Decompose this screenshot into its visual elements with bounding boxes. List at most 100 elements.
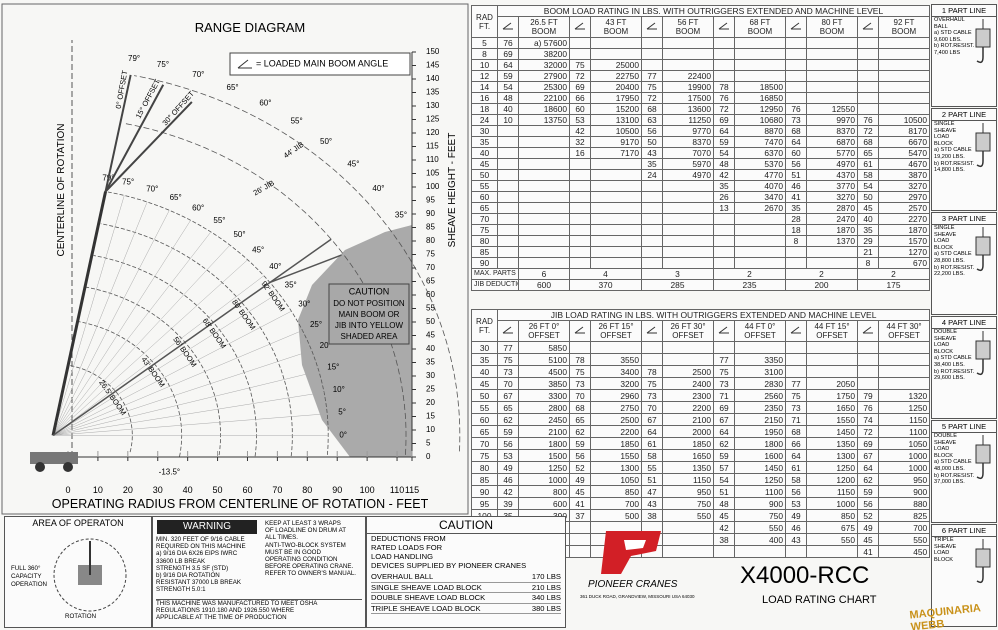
text-line: MIN. 320 FEET OF 9/16 CABLE bbox=[156, 536, 245, 543]
angle-icon-path bbox=[502, 326, 513, 334]
boom-angle: 64 bbox=[497, 59, 519, 71]
load: 22750 bbox=[590, 70, 642, 82]
radius: 60 bbox=[471, 191, 498, 203]
boom-angle bbox=[641, 213, 663, 225]
text-line: APPLICABLE AT THE TIME OF PRODUCTION bbox=[156, 614, 287, 622]
boom-angle bbox=[713, 59, 735, 71]
angle-icon-path bbox=[718, 326, 729, 334]
part-line-title: 3 PART LINE bbox=[932, 213, 996, 225]
load bbox=[590, 213, 642, 225]
boom-angle: 43 bbox=[785, 533, 807, 546]
part-line-title: 4 PART LINE bbox=[932, 317, 996, 329]
radius: 14 bbox=[471, 81, 498, 93]
boom-angle-label: 20° bbox=[320, 341, 332, 350]
angle-ray bbox=[53, 413, 328, 436]
load bbox=[662, 257, 714, 269]
boom-angle-label: 35° bbox=[285, 280, 297, 289]
rad-header: RAD FT. bbox=[471, 309, 498, 342]
part-line-text: LOAD bbox=[934, 446, 950, 453]
radius: 40 bbox=[471, 147, 498, 159]
boom-angle bbox=[785, 257, 807, 269]
centerline-label: CENTERLINE OF ROTATION bbox=[56, 124, 67, 257]
boom-angle bbox=[569, 158, 591, 170]
load: 1550 bbox=[806, 413, 858, 426]
boom-angle-label: 30° bbox=[298, 300, 310, 309]
boom-angle: 64 bbox=[785, 136, 807, 148]
load: 2870 bbox=[806, 202, 858, 214]
radius: 45 bbox=[471, 158, 498, 170]
boom-angle: 53 bbox=[785, 497, 807, 510]
boom-angle: 78 bbox=[641, 365, 663, 378]
jib bbox=[269, 238, 332, 284]
footer-label: JIB DEDUCTION LBS. bbox=[471, 279, 519, 291]
boom-angle bbox=[497, 235, 519, 247]
load: 850 bbox=[590, 485, 642, 498]
load bbox=[806, 257, 858, 269]
load: 6670 bbox=[878, 136, 930, 148]
jib-label: 44' JIB bbox=[282, 140, 306, 160]
data-row: 65 13 2670 35 2870 45 2570 bbox=[471, 202, 930, 214]
load: 3850 bbox=[518, 377, 570, 390]
boom-angle: 8 bbox=[785, 235, 807, 247]
load: 1270 bbox=[878, 246, 930, 258]
angle-ray bbox=[52, 201, 148, 436]
boom-angle: 68 bbox=[641, 103, 663, 115]
angle-ray bbox=[52, 195, 125, 436]
boom-angle: 72 bbox=[857, 125, 879, 137]
part-line-text: LOAD bbox=[934, 550, 950, 557]
load bbox=[878, 81, 930, 93]
boom-angle bbox=[569, 257, 591, 269]
boom-angle bbox=[497, 246, 519, 258]
text-line: BEFORE OPERATING CRANE. bbox=[265, 563, 354, 571]
boom-angle: 50 bbox=[641, 136, 663, 148]
boom-angle bbox=[641, 257, 663, 269]
column-header: 56 FT BOOM bbox=[662, 16, 714, 38]
radius: 65 bbox=[471, 425, 498, 438]
load: 2400 bbox=[662, 377, 714, 390]
boom-angle: 51 bbox=[785, 169, 807, 181]
boom-angle: 73 bbox=[497, 365, 519, 378]
boom-angle: 24 bbox=[641, 169, 663, 181]
caution-box bbox=[328, 283, 410, 345]
boom-arc bbox=[107, 191, 329, 455]
boom-angle bbox=[641, 180, 663, 192]
load bbox=[662, 246, 714, 258]
brand-address: 361 DUCK ROAD, GRANDVIEW, MISSOURI USA 6… bbox=[580, 594, 695, 599]
block bbox=[975, 444, 991, 464]
load bbox=[590, 224, 642, 236]
angle-icon bbox=[790, 22, 801, 30]
load bbox=[518, 246, 570, 258]
load bbox=[806, 37, 858, 49]
data-row: 90 8 670 bbox=[471, 257, 930, 269]
boom-angle: 77 bbox=[713, 353, 735, 366]
main-boom bbox=[51, 191, 108, 436]
load bbox=[590, 48, 642, 60]
x-tick-label: 20 bbox=[123, 485, 133, 495]
text-line: REFER TO OWNER'S MANUAL. bbox=[265, 570, 357, 578]
column-header: 44 FT 0° OFFSET bbox=[734, 320, 786, 342]
boom-angle: 73 bbox=[641, 389, 663, 402]
boom-angle: 41 bbox=[857, 545, 879, 558]
jib-angle-label: 75° bbox=[157, 60, 169, 69]
load: 2200 bbox=[590, 425, 642, 438]
boom-angle: 76 bbox=[713, 92, 735, 104]
rad-header: RAD FT. bbox=[471, 5, 498, 38]
boom-angle: 69 bbox=[857, 437, 879, 450]
load bbox=[590, 158, 642, 170]
load: 8170 bbox=[878, 125, 930, 137]
boom-angle: 61 bbox=[785, 461, 807, 474]
part-line-text: SINGLE bbox=[934, 225, 955, 231]
part-line-title: 2 PART LINE bbox=[932, 109, 996, 121]
load: 675 bbox=[806, 521, 858, 534]
load: 2000 bbox=[662, 425, 714, 438]
boom-angle bbox=[713, 48, 735, 60]
load: 3200 bbox=[590, 377, 642, 390]
part-line-text: DOUBLE bbox=[934, 433, 958, 439]
load: 400 bbox=[734, 533, 786, 546]
load bbox=[590, 341, 642, 354]
load: 5970 bbox=[662, 158, 714, 170]
load: 22400 bbox=[662, 70, 714, 82]
angle-header bbox=[497, 16, 519, 38]
text-line: REGULATIONS 1910.180 AND 1926.550 WHERE bbox=[156, 607, 295, 615]
column-header: 68 FT BOOM bbox=[734, 16, 786, 38]
